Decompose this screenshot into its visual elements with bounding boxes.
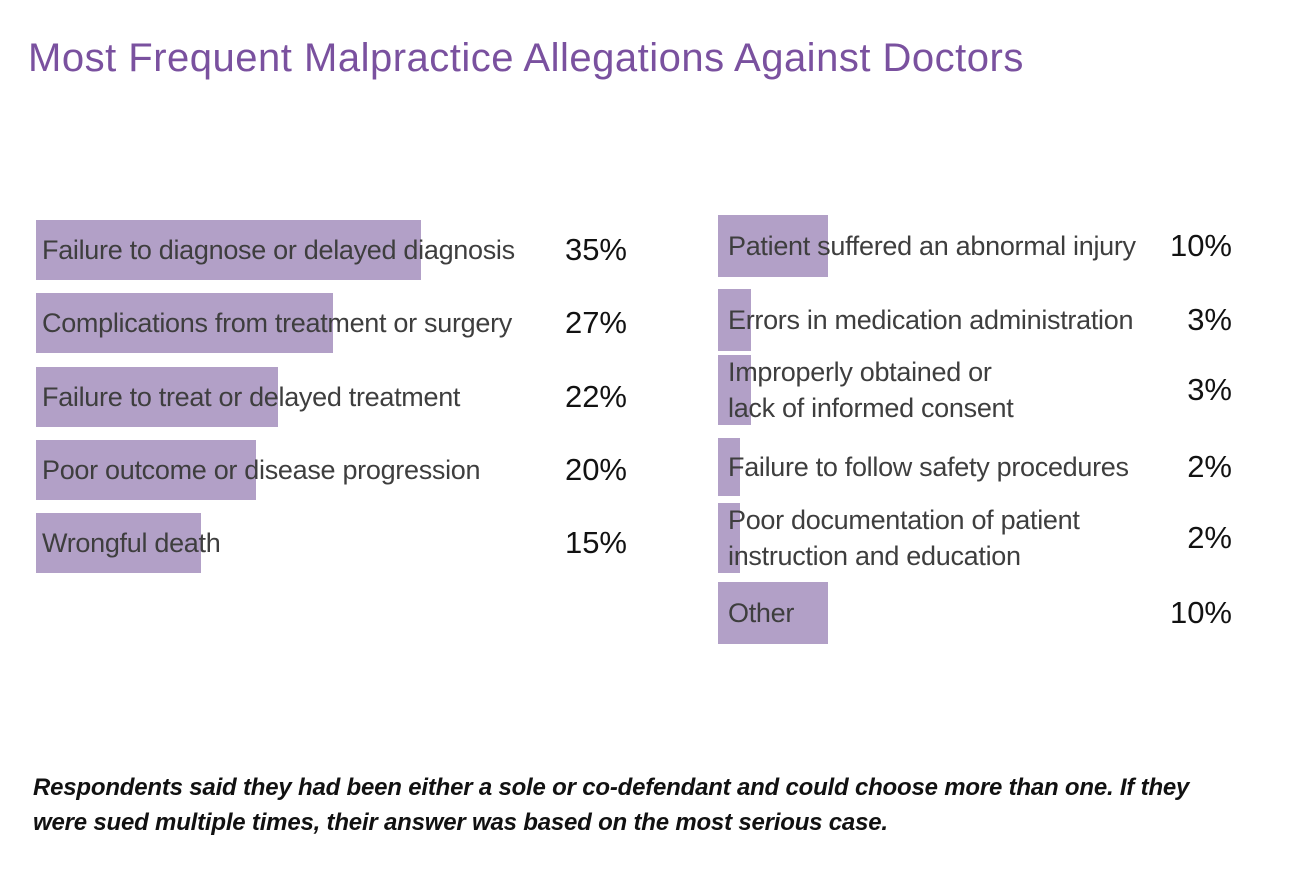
bar-value: 27% (564, 305, 627, 340)
bar-row: Complications from treatment or surgery … (36, 293, 636, 353)
bar (36, 293, 333, 353)
bar-label: Poor documentation of patient instructio… (728, 505, 1080, 571)
bar-row: Failure to follow safety procedures 2% (718, 438, 1238, 496)
bar-label: Other (728, 598, 795, 628)
bar (718, 582, 828, 644)
bar (36, 440, 256, 500)
bar-label: Failure to follow safety procedures (728, 452, 1129, 482)
bar-row: Failure to diagnose or delayed diagnosis… (36, 220, 636, 280)
bar (36, 220, 421, 280)
bar-value: 15% (564, 525, 627, 560)
bar (36, 367, 278, 427)
bar (718, 438, 740, 496)
bar-row: Patient suffered an abnormal injury 10% (718, 215, 1238, 277)
bar-row: Improperly obtained or lack of informed … (718, 355, 1238, 425)
bar-value: 10% (1169, 228, 1232, 263)
bar-value: 20% (564, 452, 627, 487)
bar (718, 503, 740, 573)
bar-label: Failure to treat or delayed treatment (42, 382, 461, 412)
bar-label: Poor outcome or disease progression (42, 455, 481, 485)
page-title: Most Frequent Malpractice Allegations Ag… (28, 36, 1024, 80)
bar-value: 35% (564, 232, 627, 267)
bar-label: Patient suffered an abnormal injury (728, 231, 1136, 261)
bar-value: 22% (564, 379, 627, 414)
bar-row: Other 10% (718, 582, 1238, 644)
bar-label: Failure to diagnose or delayed diagnosis (42, 235, 515, 265)
bar-row: Poor outcome or disease progression 20% (36, 440, 636, 500)
footnote: Respondents said they had been either a … (33, 774, 1190, 836)
bar-row: Errors in medication administration 3% (718, 289, 1238, 351)
bar-row: Wrongful death 15% (36, 513, 636, 573)
bar-value: 3% (1187, 372, 1232, 407)
bar-label: Improperly obtained or lack of informed … (728, 357, 1014, 423)
bar-label: Errors in medication administration (728, 305, 1134, 335)
bar (718, 215, 828, 277)
bar-value: 2% (1187, 449, 1232, 484)
bar-row: Poor documentation of patient instructio… (718, 503, 1238, 573)
bar (718, 355, 751, 425)
bar-value: 3% (1187, 302, 1232, 337)
bar-value: 10% (1169, 595, 1232, 630)
bar-row: Failure to treat or delayed treatment 22… (36, 367, 636, 427)
bar (718, 289, 751, 351)
bar-value: 2% (1187, 520, 1232, 555)
bar (36, 513, 201, 573)
bar-label: Wrongful death (42, 528, 221, 558)
bar-label: Complications from treatment or surgery (42, 308, 512, 338)
